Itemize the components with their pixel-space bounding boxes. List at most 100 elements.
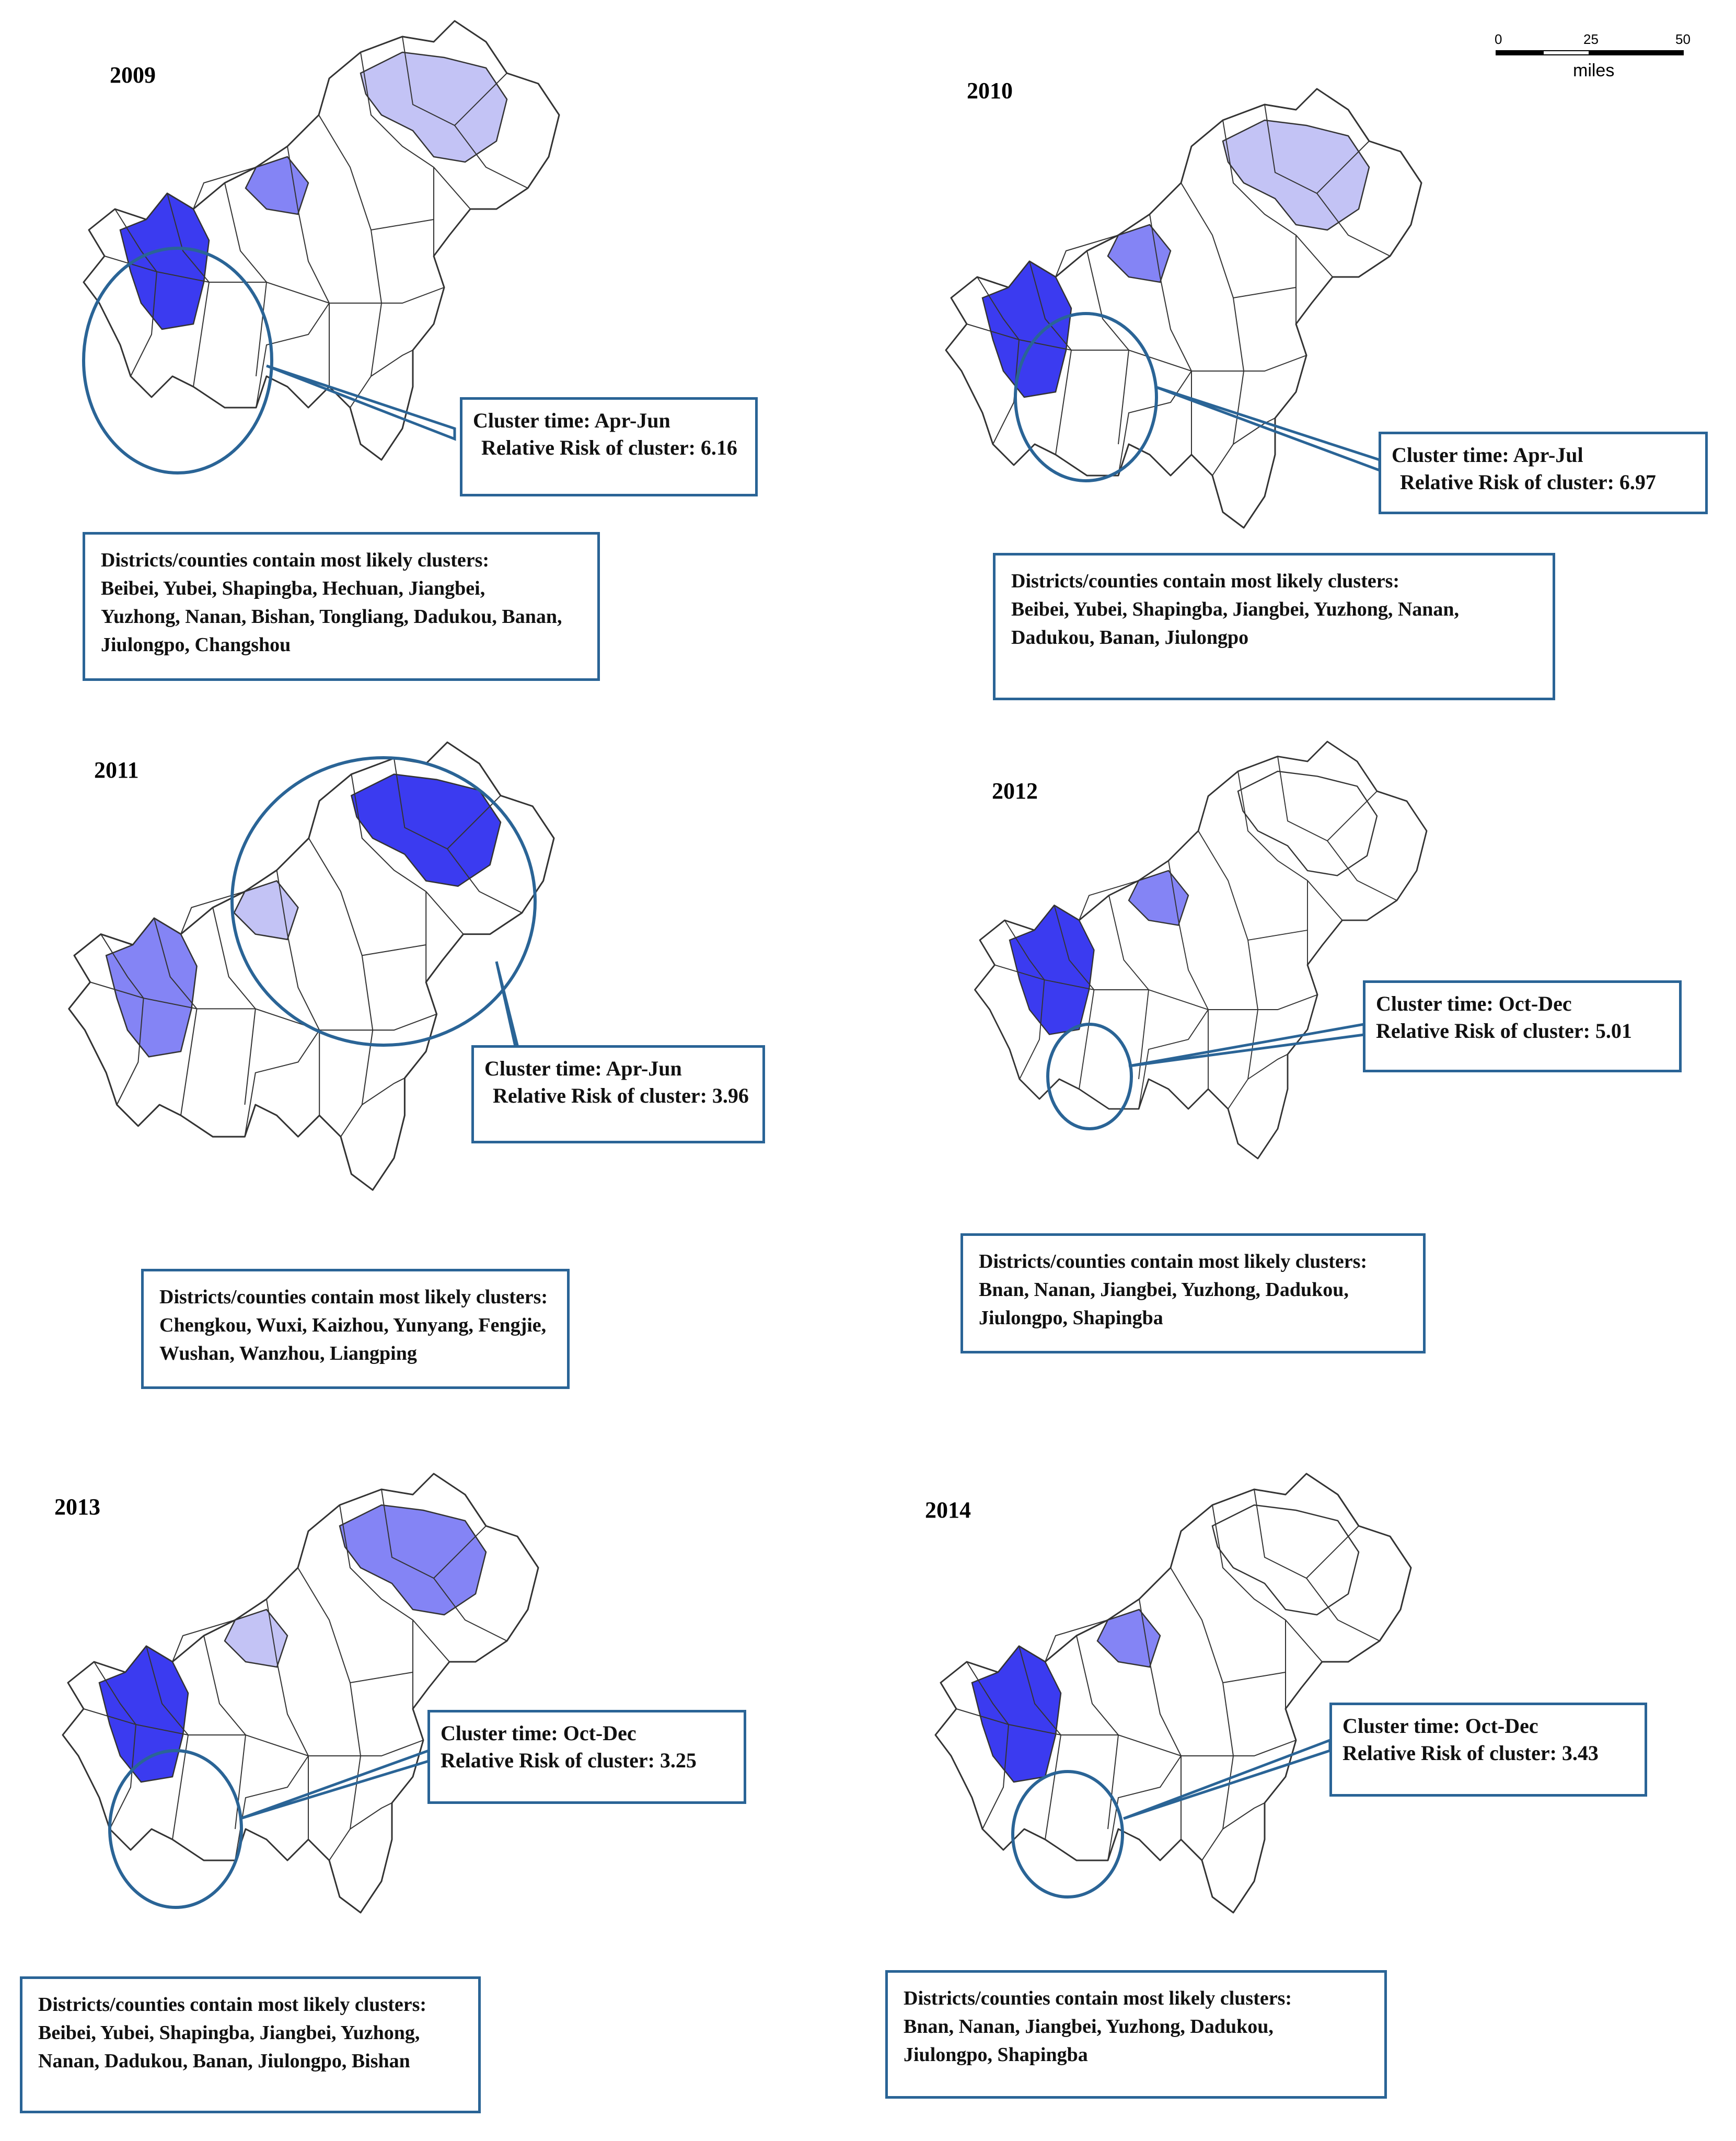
year-label-2011: 2011 [94,757,139,783]
scale-tick-25: 25 [1583,31,1599,47]
region-sw-high [981,260,1072,398]
county-border [1079,880,1139,921]
county-border [350,350,413,408]
region-center-low [224,1608,288,1668]
county-border [1254,1489,1359,1579]
county-border [1277,756,1378,842]
county-border [1212,1505,1323,1662]
cluster-time: Cluster time: Apr-Jun [473,409,670,432]
region-ne-none [1211,1504,1360,1616]
map-2011 [68,741,555,1191]
county-border [350,1672,413,1683]
districts-box-2014: Districts/counties contain most likely c… [885,1970,1387,2099]
callout-pointer-2009 [266,364,456,441]
districts-line: Yuzhong, Nanan, Bishan, Tongliang, Daduk… [101,606,562,628]
county-border [1045,1619,1108,1662]
cluster-callout-2013: Cluster time: Oct-Dec Relative Risk of c… [427,1710,746,1804]
districts-line: Beibei, Yubei, Shapingba, Hechuan, Jiang… [101,577,485,599]
cluster-circle-2012 [1046,1023,1133,1130]
county-border [1107,1755,1182,1861]
county-border [1055,235,1119,277]
scale-segment [1496,50,1543,55]
county-border [1228,1054,1288,1109]
districts-line: Chengkou, Wuxi, Kaizhou, Yunyang, Fengji… [159,1314,547,1336]
county-border [1237,771,1343,921]
county-border [977,276,1020,445]
districts-line: Wushan, Wanzhou, Liangping [159,1343,417,1364]
county-border [287,146,330,387]
county-border [172,1619,236,1662]
county-border [454,125,528,189]
county-border [351,774,464,935]
districts-heading: Districts/counties contain most likely c… [1011,570,1400,592]
county-border [180,891,245,934]
cluster-circle-2014 [1011,1770,1124,1899]
scale-tick-0: 0 [1495,31,1502,47]
county-border [381,1489,487,1579]
county-border [1086,250,1130,445]
districts-heading: Districts/counties contain most likely c… [101,549,490,571]
districts-box-2011: Districts/counties contain most likely c… [141,1269,570,1389]
county-border [1138,1009,1209,1109]
county-border [1108,895,1149,1080]
county-border [402,36,507,126]
region-ne-low [360,51,508,163]
county-border [1201,1802,1265,1861]
region-center-mid [245,156,309,215]
relative-risk: Relative Risk of cluster: 3.25 [441,1749,697,1772]
county-border [244,1029,320,1137]
county-border [100,934,144,1105]
county-border [1076,1635,1119,1830]
county-border [1327,840,1397,901]
districts-box-2012: Districts/counties contain most likely c… [960,1233,1426,1353]
districts-line: Beibei, Yubei, Shapingba, Jiangbei, Yuzh… [38,2022,420,2044]
county-border [340,1078,405,1137]
districts-line: Dadukou, Banan, Jiulongpo [1011,627,1249,649]
region-sw-mid [105,917,198,1058]
cluster-callout-2012: Cluster time: Oct-Dec Relative Risk of c… [1363,980,1682,1072]
county-border [1306,1578,1380,1641]
districts-heading: Districts/counties contain most likely c… [904,1987,1292,2009]
cluster-callout-2010: Cluster time: Apr-Jul Relative Risk of c… [1379,432,1708,514]
cluster-circle-2009 [82,247,273,475]
region-sw-high [119,192,210,330]
county-border [1316,193,1391,257]
map-2014 [934,1473,1412,1914]
county-border [339,1505,450,1662]
county-border [276,870,320,1116]
county-border [1222,1672,1286,1683]
scale-bar: 0 25 50 miles [1495,31,1693,80]
county-border [114,209,158,377]
cluster-time: Cluster time: Oct-Dec [441,1721,636,1745]
districts-line: Jiulongpo, Changshou [101,634,291,656]
county-border [1054,905,1095,1090]
region-sw-high [971,1645,1062,1783]
region-sw-high [1009,904,1095,1035]
map-2013 [62,1473,539,1914]
county-border [167,193,210,387]
year-label-2012: 2012 [992,778,1038,804]
county-border [94,1661,137,1830]
region-center-mid [1107,224,1172,283]
county-border [1168,860,1209,1090]
year-label-2009: 2009 [110,62,156,88]
county-border [360,52,471,210]
districts-heading: Districts/counties contain most likely c… [38,1994,427,2016]
districts-box-2013: Districts/counties contain most likely c… [20,1976,481,2113]
county-border [1222,120,1333,277]
districts-line: Bnan, Nanan, Jiangbei, Yuzhong, Dadukou, [904,2016,1274,2038]
scale-tick-50: 50 [1675,31,1691,47]
region-ne-none [1237,770,1378,876]
county-border [1198,830,1258,1080]
districts-heading: Districts/counties contain most likely c… [979,1251,1368,1272]
county-border [1019,1646,1062,1840]
scale-segment [1543,50,1590,55]
cluster-circle-2013 [108,1749,243,1909]
relative-risk: Relative Risk of cluster: 6.97 [1400,470,1656,494]
county-border [371,219,434,230]
county-border [154,918,198,1116]
region-ne-high [350,773,502,887]
county-border [266,1599,309,1839]
